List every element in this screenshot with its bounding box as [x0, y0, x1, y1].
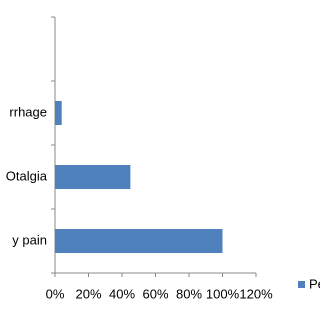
x-tick-label: 20%	[75, 286, 101, 301]
legend-marker	[298, 281, 305, 288]
y-tick-label: Otalgia	[6, 168, 48, 183]
legend-label: Pe	[309, 276, 320, 291]
x-tick-label: 60%	[142, 286, 168, 301]
x-tick-label: 80%	[176, 286, 202, 301]
x-tick-label: 100%	[206, 286, 240, 301]
x-tick-label: 0%	[46, 286, 65, 301]
y-tick-label: y pain	[12, 232, 47, 247]
x-tick-label: 120%	[239, 286, 273, 301]
bar	[55, 101, 62, 125]
bar	[55, 165, 131, 189]
x-tick-label: 40%	[109, 286, 135, 301]
bar	[55, 229, 223, 253]
y-tick-label: rrhage	[9, 104, 47, 119]
